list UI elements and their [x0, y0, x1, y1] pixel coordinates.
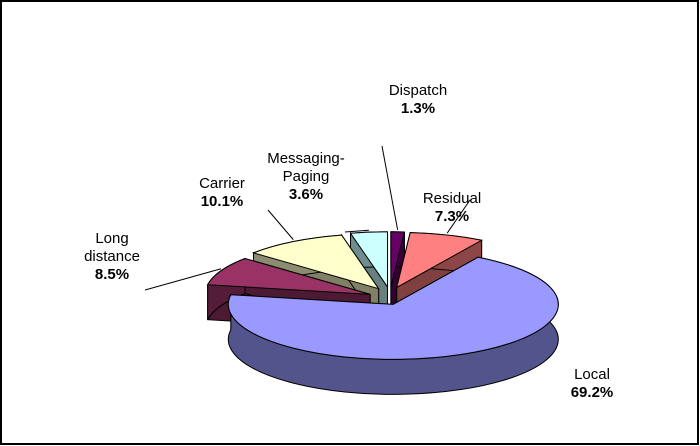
slice-label: Residual 7.3%	[407, 190, 497, 226]
category-label: Carrier	[199, 175, 245, 192]
value-label: 1.3%	[400, 100, 436, 117]
category-label: Dispatch	[388, 82, 448, 99]
slice-top	[206, 257, 371, 295]
value-label: 69.2%	[570, 384, 614, 401]
slice-label: Dispatch 1.3%	[373, 82, 463, 118]
category-label: Local	[574, 366, 610, 383]
leader-line	[144, 268, 222, 291]
slice-top	[227, 256, 559, 360]
slice-top	[390, 231, 405, 287]
category-label: Long distance	[84, 230, 140, 265]
category-label: Residual	[422, 190, 482, 207]
value-label: 3.6%	[288, 186, 324, 203]
leader-line	[267, 209, 294, 240]
leader-line	[344, 229, 369, 233]
value-label: 8.5%	[94, 266, 130, 283]
slice-top	[349, 231, 389, 289]
value-label: 7.3%	[434, 208, 470, 225]
slice-label: Local 69.2%	[552, 366, 632, 402]
slice-label: Carrier 10.1%	[187, 175, 257, 211]
slice-label: Long distance 8.5%	[72, 230, 152, 284]
slice-label: Messaging-Paging 3.6%	[251, 150, 361, 204]
pie-slice	[227, 256, 559, 395]
slice-top	[251, 234, 380, 290]
slice-top	[395, 232, 484, 289]
value-label: 10.1%	[200, 193, 244, 210]
category-label: Messaging-Paging	[267, 150, 345, 185]
leader-line	[381, 145, 399, 230]
leader-line	[446, 199, 471, 234]
